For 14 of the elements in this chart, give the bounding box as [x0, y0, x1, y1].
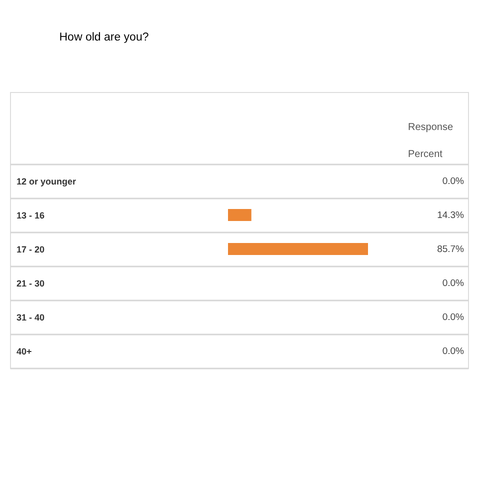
data-label: 0.0%: [442, 176, 465, 187]
y-tick-label: 21 - 30: [16, 278, 45, 288]
data-label: 14.3%: [437, 210, 465, 221]
text: Response Percent: [408, 122, 454, 160]
data-label: 0.0%: [442, 278, 465, 289]
y-tick-label: 12 or younger: [16, 176, 77, 186]
text: How old are you?: [59, 32, 149, 44]
data-label: 0.0%: [442, 346, 465, 357]
data-label: 0.0%: [442, 312, 465, 323]
data-label: 85.7%: [437, 244, 465, 255]
y-tick-label: 31 - 40: [16, 312, 45, 322]
y-tick-label: 13 - 16: [16, 210, 45, 220]
y-tick-label: 17 - 20: [16, 244, 45, 254]
y-tick-label: 40+: [16, 346, 32, 356]
